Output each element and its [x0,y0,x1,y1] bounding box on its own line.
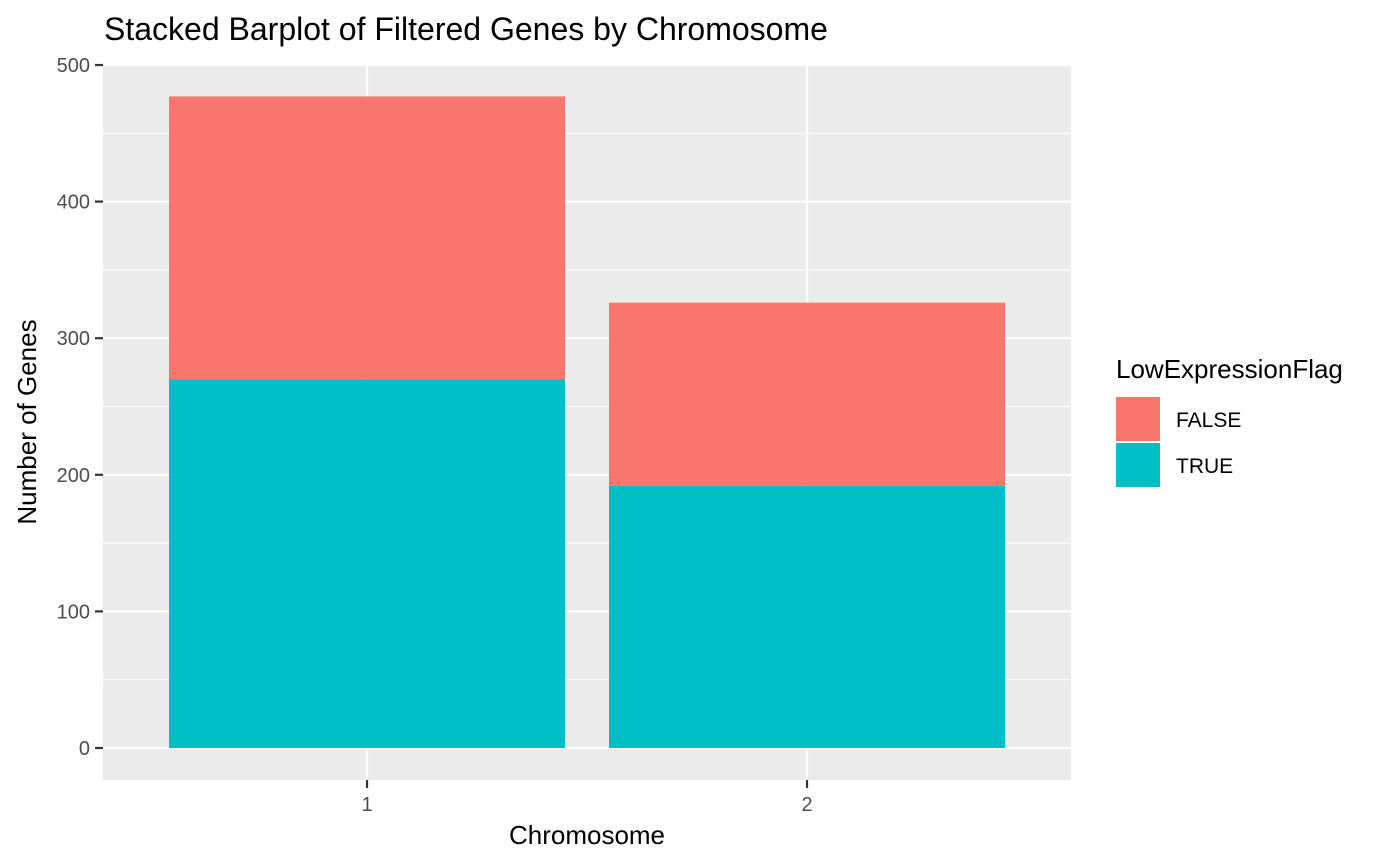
bar-true-chr2 [609,485,1005,748]
legend-title: LowExpressionFlag [1116,354,1343,384]
bar-true-chr1 [169,379,565,748]
legend-label-true: TRUE [1176,455,1233,478]
x-tick-label: 2 [801,794,812,816]
y-axis-title: Number of Genes [12,319,42,524]
bar-false-chr2 [609,302,1005,486]
legend-label-false: FALSE [1176,409,1241,432]
bar-false-chr1 [169,96,565,380]
x-axis-title: Chromosome [509,820,665,850]
y-tick-label: 200 [57,465,90,487]
bars [169,96,1005,748]
x-tick-label: 1 [361,794,372,816]
y-tick-label: 0 [79,738,90,760]
y-tick-label: 400 [57,192,90,214]
y-axis: 0 100 200 300 400 500 [57,55,103,760]
y-tick-label: 300 [57,328,90,350]
legend-key-true [1116,443,1160,487]
legend: LowExpressionFlag FALSE TRUE [1116,354,1343,487]
y-tick-label: 100 [57,601,90,623]
chart-title: Stacked Barplot of Filtered Genes by Chr… [104,11,828,47]
legend-key-false [1116,397,1160,441]
y-tick-label: 500 [57,55,90,77]
